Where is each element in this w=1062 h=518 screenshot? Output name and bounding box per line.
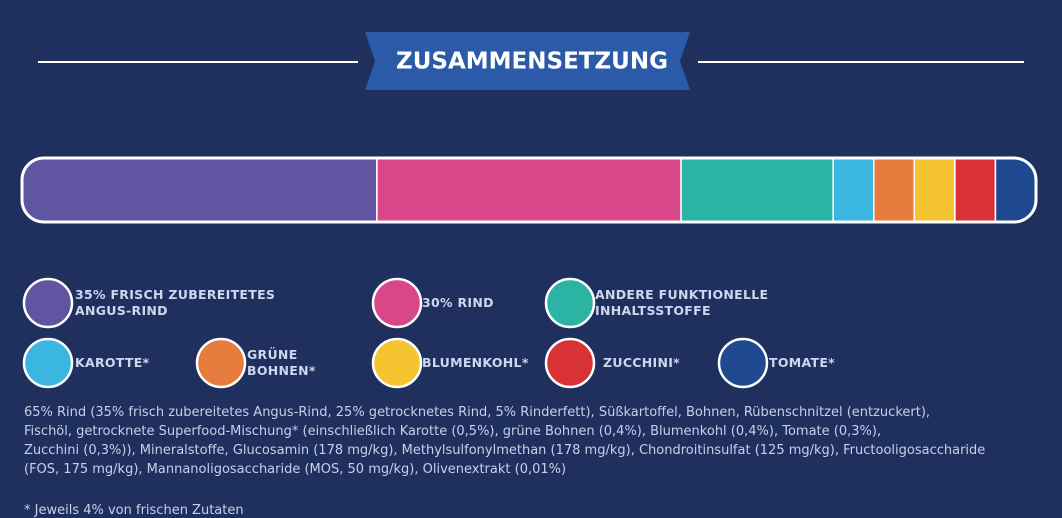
- legend-dot: [22, 277, 74, 329]
- bar-segment: [873, 158, 916, 222]
- description: 65% Rind (35% frisch zubereitetes Angus-…: [24, 403, 1044, 479]
- legend-label: 30% RIND: [422, 295, 494, 311]
- legend-label: ZUCCHINI*: [603, 355, 680, 371]
- legend-text: ZUCCHINI*: [603, 355, 681, 370]
- legend-dot: [717, 337, 769, 389]
- bar-segment: [832, 158, 875, 222]
- legend-dot: [544, 277, 596, 329]
- bar-segment: [913, 158, 956, 222]
- legend-text: BOHNEN*: [247, 363, 316, 378]
- bar-segment: [376, 158, 682, 222]
- bar-segment: [954, 158, 997, 222]
- bar-segment: [22, 158, 378, 222]
- bar-segment: [994, 158, 1036, 222]
- title: ZUSAMMENSETZUNG: [396, 49, 668, 75]
- bar-outline: [20, 156, 1038, 224]
- legend-dot: [371, 277, 423, 329]
- legend-label: ANDERE FUNKTIONELLE INHALTSSTOFFE: [595, 287, 768, 319]
- legend-dots: [22, 277, 769, 389]
- legend-text: KAROTTE*: [75, 355, 150, 370]
- legend-text: 35% FRISCH ZUBEREITETES: [75, 287, 276, 302]
- description-line: Zucchini (0,3%)), Mineralstoffe, Glucosa…: [24, 443, 986, 458]
- legend-text: ANDERE FUNKTIONELLE: [595, 287, 769, 302]
- legend-dot: [22, 337, 74, 389]
- legend-dot: [544, 337, 596, 389]
- legend-text: ANGUS-RIND: [75, 303, 168, 318]
- legend-text: BLUMENKOHL*: [422, 355, 529, 370]
- legend-dot: [371, 337, 423, 389]
- legend-dot: [195, 337, 247, 389]
- legend-text: 30% RIND: [422, 295, 494, 310]
- legend-label: KAROTTE*: [75, 355, 149, 371]
- bar-segment: [680, 158, 834, 222]
- legend-text: TOMATE*: [769, 355, 835, 370]
- description-line: Fischöl, getrocknete Superfood-Mischung*…: [24, 424, 882, 439]
- description-line: (FOS, 175 mg/kg), Mannanoligosaccharide …: [24, 462, 567, 477]
- legend-label: GRÜNE BOHNEN*: [247, 347, 316, 379]
- description-line: 65% Rind (35% frisch zubereitetes Angus-…: [24, 405, 931, 420]
- legend-text: GRÜNE: [247, 347, 298, 362]
- footnote: * Jeweils 4% von frischen Zutaten: [24, 503, 244, 518]
- legend-label: TOMATE*: [769, 355, 835, 371]
- legend-label: BLUMENKOHL*: [422, 355, 529, 371]
- title-banner: [365, 32, 690, 90]
- legend-text: INHALTSSTOFFE: [595, 303, 711, 318]
- composition-bar: [22, 158, 1036, 222]
- legend-label: 35% FRISCH ZUBEREITETES ANGUS-RIND: [75, 287, 275, 319]
